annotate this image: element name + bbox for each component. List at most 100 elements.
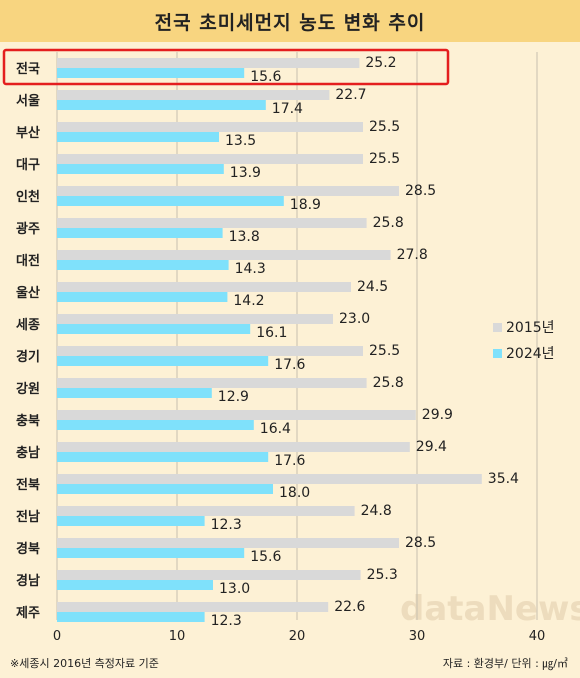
value-label-2024: 17.6 [274, 453, 305, 469]
bar-2015 [57, 410, 416, 420]
bar-2015 [57, 186, 399, 196]
value-label-2015: 22.7 [335, 87, 366, 103]
bar-2015 [57, 474, 482, 484]
category-label: 경남 [16, 573, 40, 589]
bar-2015 [57, 218, 367, 228]
category-label: 대전 [16, 253, 40, 269]
category-label: 부산 [16, 125, 40, 141]
chart-title: 전국 초미세먼지 농도 변화 추이 [154, 11, 426, 34]
bar-2015 [57, 538, 399, 548]
bar-2015 [57, 90, 330, 100]
value-label-2024: 12.9 [218, 389, 249, 405]
bar-2024 [57, 132, 219, 142]
value-label-2024: 12.3 [211, 613, 242, 629]
x-tick-label: 0 [53, 629, 61, 644]
bar-2024 [57, 420, 254, 430]
bar-2015 [57, 250, 391, 260]
category-label: 전남 [16, 509, 40, 525]
legend-swatch [493, 323, 502, 332]
bar-chart: dataNews 0 10 20 30 40 전국 25.2 15.6 서울 22.7 17.4 부산 2… [2, 48, 580, 644]
value-label-2015: 29.9 [422, 407, 453, 423]
value-label-2024: 13.0 [219, 581, 250, 597]
bar-2024 [57, 100, 266, 110]
bar-2024 [57, 452, 269, 462]
bar-2015 [57, 58, 360, 68]
value-label-2024: 15.6 [250, 69, 281, 85]
category-label: 서울 [16, 93, 40, 109]
bar-2015 [57, 506, 355, 516]
value-label-2024: 16.4 [260, 421, 291, 437]
category-label: 강원 [16, 381, 40, 397]
category-label: 대구 [16, 158, 40, 173]
bar-2024 [57, 228, 223, 238]
bar-2024 [57, 260, 229, 270]
bar-2015 [57, 154, 363, 164]
value-label-2015: 25.5 [369, 151, 400, 167]
legend-swatch [493, 349, 502, 358]
category-label: 울산 [16, 285, 40, 301]
value-label-2024: 16.1 [256, 325, 287, 341]
bar-2024 [57, 516, 205, 526]
category-label: 충남 [16, 445, 40, 461]
x-tick-label: 10 [169, 629, 186, 644]
value-label-2024: 15.6 [250, 549, 281, 565]
legend-label: 2015년 [506, 320, 555, 336]
bar-2024 [57, 580, 213, 590]
value-label-2024: 18.9 [290, 197, 321, 213]
bar-2024 [57, 356, 269, 366]
bar-2024 [57, 68, 245, 78]
x-tick-label: 20 [289, 629, 306, 644]
bar-2024 [57, 324, 251, 334]
value-label-2015: 25.2 [365, 55, 396, 71]
bar-2015 [57, 314, 333, 324]
x-tick-label: 40 [529, 629, 546, 644]
bar-2024 [57, 548, 245, 558]
category-label: 경북 [16, 541, 40, 557]
value-label-2015: 24.5 [357, 279, 388, 295]
category-label: 전국 [16, 61, 40, 77]
category-label: 인천 [16, 189, 40, 205]
legend-label: 2024년 [506, 346, 555, 362]
bar-2024 [57, 612, 205, 622]
value-label-2015: 25.5 [369, 119, 400, 135]
value-label-2015: 25.8 [373, 215, 404, 231]
bar-2024 [57, 484, 273, 494]
title-bar: 전국 초미세먼지 농도 변화 추이 [0, 0, 580, 42]
value-label-2015: 28.5 [405, 183, 436, 199]
x-tick-label: 30 [409, 629, 426, 644]
bar-2015 [57, 282, 351, 292]
value-label-2024: 13.5 [225, 133, 256, 149]
value-label-2015: 25.8 [373, 375, 404, 391]
bar-2024 [57, 164, 224, 174]
category-label: 경기 [16, 349, 40, 365]
bar-2024 [57, 292, 228, 302]
bar-2015 [57, 122, 363, 132]
bar-2015 [57, 602, 329, 612]
watermark: dataNews [400, 589, 580, 629]
source-note: 자료 : 환경부/ 단위 : ㎍/㎥ [442, 657, 568, 670]
value-label-2015: 29.4 [416, 439, 447, 455]
category-label: 세종 [16, 318, 40, 333]
category-label: 제주 [16, 606, 40, 621]
category-label: 충북 [16, 413, 40, 429]
bar-2015 [57, 378, 367, 388]
bar-2024 [57, 196, 284, 206]
value-label-2015: 25.3 [367, 567, 398, 583]
value-label-2024: 14.3 [235, 261, 266, 277]
value-label-2024: 17.6 [274, 357, 305, 373]
highlight-box [2, 48, 450, 86]
category-label: 전북 [16, 477, 40, 493]
bar-2015 [57, 442, 410, 452]
value-label-2024: 17.4 [272, 101, 303, 117]
value-label-2015: 28.5 [405, 535, 436, 551]
value-label-2024: 18.0 [279, 485, 310, 501]
value-label-2015: 27.8 [397, 247, 428, 263]
value-label-2015: 24.8 [361, 503, 392, 519]
category-label: 광주 [16, 222, 40, 237]
value-label-2015: 25.5 [369, 343, 400, 359]
bar-2024 [57, 388, 212, 398]
footnote: ※세종시 2016년 측정자료 기준 [10, 657, 159, 670]
value-label-2015: 22.6 [334, 599, 365, 615]
bar-2015 [57, 346, 363, 356]
value-label-2015: 23.0 [339, 311, 370, 327]
